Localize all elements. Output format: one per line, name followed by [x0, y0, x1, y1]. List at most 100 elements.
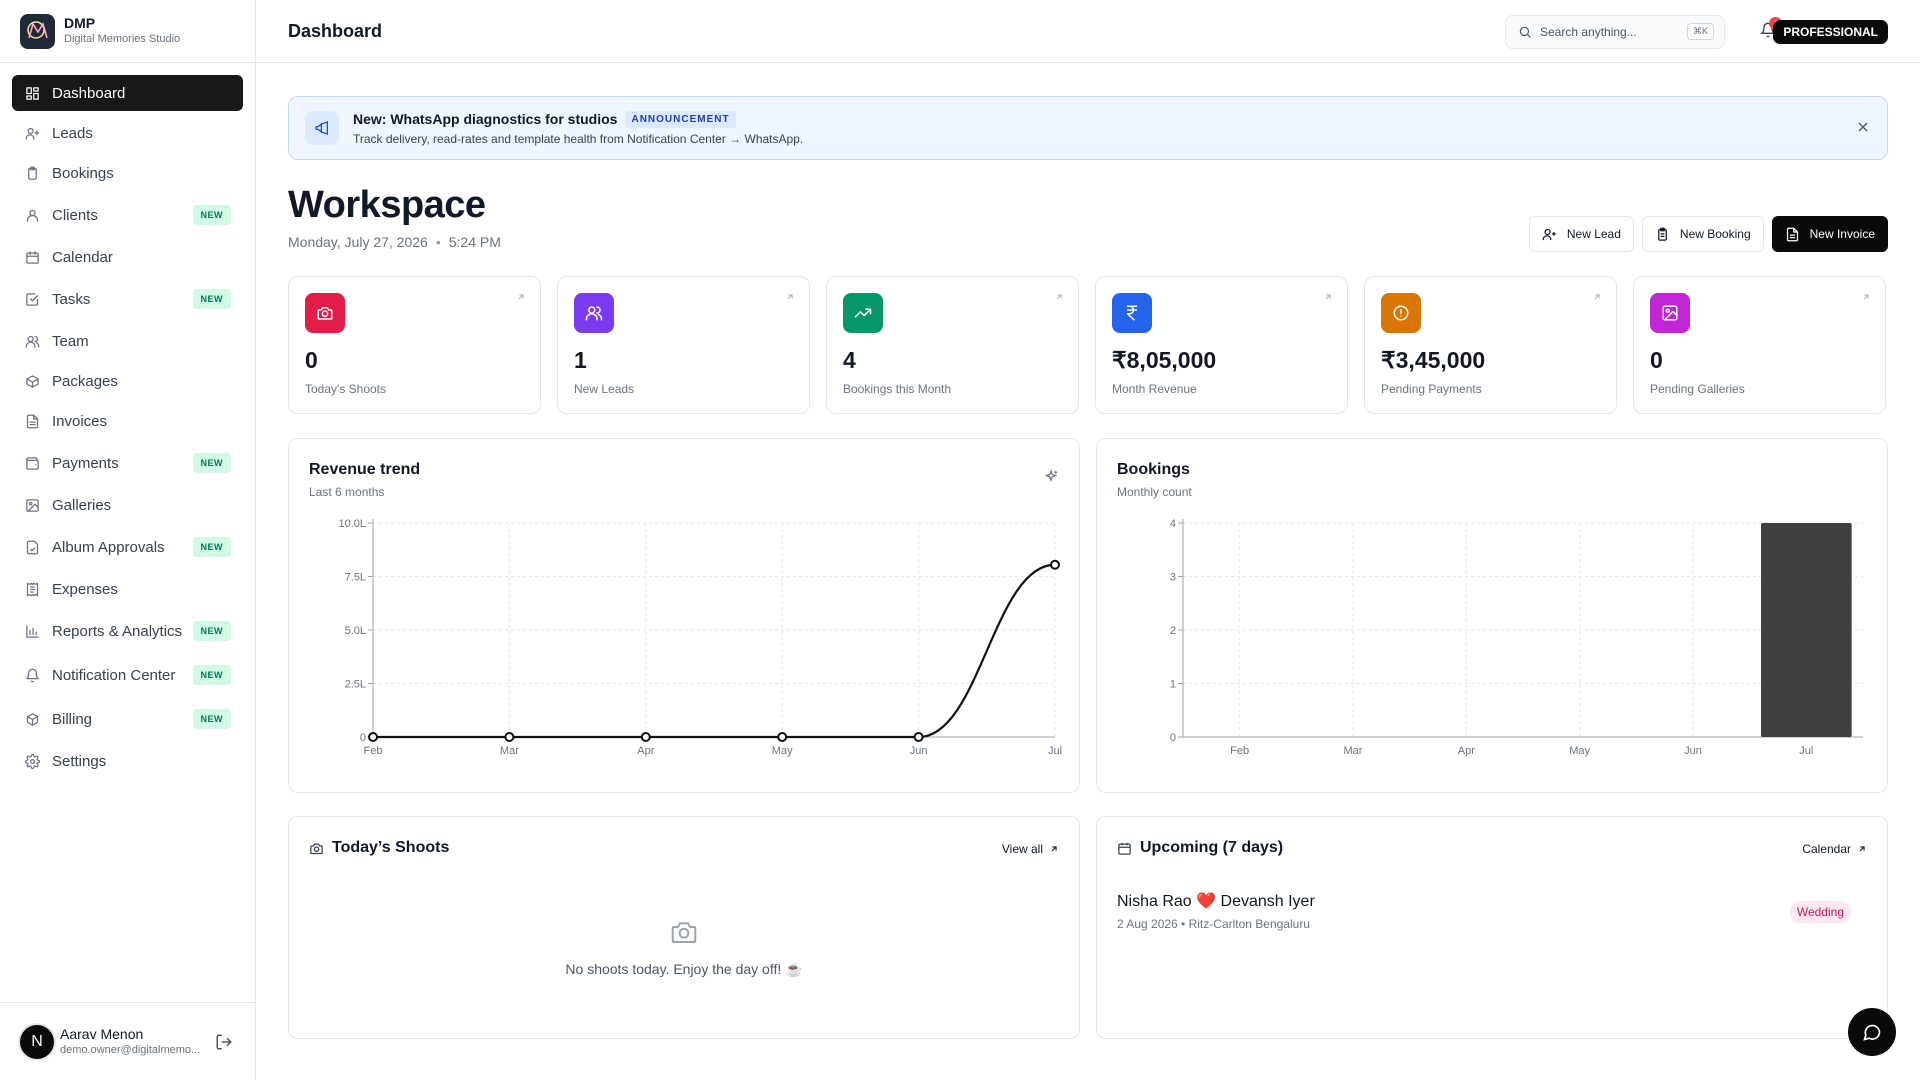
stats-row: 0 Today's Shoots 1 New Leads 4 Bookings this … [288, 276, 1886, 414]
sidebar-item-invoices[interactable]: Invoices [12, 403, 243, 439]
sidebar-item-expenses[interactable]: Expenses [12, 571, 243, 607]
shoots-title: Today’s Shoots [332, 839, 450, 856]
sidebar-item-bookings[interactable]: Bookings [12, 155, 243, 191]
sidebar-item-label: Tasks [52, 290, 91, 308]
stat-value: ₹8,05,000 [1112, 347, 1217, 373]
sidebar-item-label: Reports & Analytics [52, 622, 183, 640]
arrow-up-right-icon [516, 289, 526, 307]
stat-value: 0 [305, 347, 318, 373]
y-tick-label: 2 [1170, 625, 1176, 637]
arrow-up-right-icon [1049, 844, 1059, 854]
stat-card[interactable]: ₹8,05,000 Month Revenue [1095, 276, 1348, 414]
arrow-up-right-icon [1592, 289, 1602, 307]
sidebar-item-packages[interactable]: Packages [12, 363, 243, 399]
sidebar-item-label: Bookings [52, 164, 114, 182]
sidebar-item-notification-center[interactable]: Notification Center NEW [12, 657, 243, 693]
brand-name: DMP [64, 15, 96, 31]
new-badge: NEW [192, 709, 231, 729]
user-plus-icon [1542, 227, 1557, 242]
file-icon [1785, 227, 1800, 242]
clipboard-icon [1655, 227, 1670, 242]
x-tick-label: Mar [500, 745, 519, 757]
list-item[interactable]: Nisha Rao ❤️ Devansh Iyer 2 Aug 2026 • R… [1117, 891, 1867, 931]
view-all-label: View all [1001, 842, 1043, 856]
announcement-banner: New: WhatsApp diagnostics for studios AN… [288, 96, 1888, 160]
stat-value: ₹3,45,000 [1381, 347, 1486, 373]
data-point [640, 732, 651, 742]
sidebar-item-reports-analytics[interactable]: Reports & Analytics NEW [12, 613, 243, 649]
sidebar-item-calendar[interactable]: Calendar [12, 239, 243, 275]
calendar-icon [24, 249, 40, 265]
wallet-icon [24, 455, 40, 471]
sidebar-item-label: Expenses [52, 580, 118, 598]
arrow-up-right-icon [1323, 289, 1333, 307]
new-invoice-button[interactable]: New Invoice [1771, 216, 1888, 252]
new-badge: NEW [192, 205, 231, 225]
sidebar-item-dashboard[interactable]: Dashboard [12, 75, 243, 111]
x-tick-label: Feb [1230, 745, 1249, 757]
sidebar-item-album-approvals[interactable]: Album Approvals NEW [12, 529, 243, 565]
chat-icon [1863, 1024, 1881, 1041]
calendar-link[interactable]: Calendar [1802, 842, 1867, 856]
logo-icon [20, 13, 55, 49]
sidebar-item-billing[interactable]: Billing NEW [12, 701, 243, 737]
sidebar-item-clients[interactable]: Clients NEW [12, 197, 243, 233]
logout-icon[interactable] [215, 1033, 233, 1056]
stat-card[interactable]: 1 New Leads [557, 276, 810, 414]
y-tick-label: 10.0L [338, 518, 366, 530]
sidebar-item-tasks[interactable]: Tasks NEW [12, 281, 243, 317]
new-badge: NEW [192, 665, 231, 685]
bookings-bar-chart: 0 1 2 3 4 Feb Mar Apr May Jun Jul [1170, 518, 1863, 757]
stat-card[interactable]: 0 Pending Galleries [1633, 276, 1886, 414]
view-all-link[interactable]: View all [1002, 842, 1059, 856]
sidebar-item-label: Leads [52, 124, 93, 142]
camera-icon [309, 841, 324, 856]
sidebar-item-leads[interactable]: Leads [12, 115, 243, 151]
announcement-tag: ANNOUNCEMENT [625, 110, 736, 128]
gear-icon [24, 753, 40, 769]
sidebar-item-label: Invoices [52, 412, 108, 430]
arrow-up-right-icon [1054, 289, 1064, 307]
sidebar-item-label: Packages [52, 372, 118, 390]
current-time: 5:24 PM [448, 234, 501, 250]
sidebar-item-settings[interactable]: Settings [12, 743, 243, 779]
y-tick-label: 1 [1170, 679, 1176, 691]
sparkle-icon[interactable] [1043, 469, 1059, 490]
stat-card[interactable]: ₹3,45,000 Pending Payments [1364, 276, 1617, 414]
close-icon[interactable] [1855, 119, 1871, 140]
search-input[interactable]: Search anything... ⌘K [1505, 15, 1725, 49]
bell-icon [24, 667, 40, 683]
calendar-link-label: Calendar [1802, 842, 1851, 856]
new-lead-button[interactable]: New Lead [1528, 216, 1634, 252]
brand[interactable]: DMP Digital Memories Studio [0, 0, 255, 63]
sidebar-item-payments[interactable]: Payments NEW [12, 445, 243, 481]
data-point [1050, 559, 1060, 570]
sidebar-item-label: Calendar [52, 248, 113, 266]
sidebar-item-label: Billing [52, 710, 93, 728]
new-badge: NEW [192, 537, 231, 557]
event-meta: 2 Aug 2026 • Ritz-Carlton Bengaluru [1117, 917, 1310, 931]
page-title: Dashboard [288, 20, 383, 41]
stat-label: Bookings this Month [843, 382, 952, 396]
stat-card[interactable]: 0 Today's Shoots [288, 276, 541, 414]
sidebar-item-galleries[interactable]: Galleries [12, 487, 243, 523]
sidebar-item-label: Notification Center [52, 666, 176, 684]
new-badge: NEW [192, 289, 231, 309]
x-tick-label: May [772, 745, 793, 757]
avatar[interactable]: N [18, 1022, 56, 1061]
plan-badge[interactable]: PROFESSIONAL [1773, 20, 1888, 44]
sidebar-item-team[interactable]: Team [12, 323, 243, 359]
x-tick-label: Mar [1344, 745, 1363, 757]
x-tick-label: May [1569, 745, 1590, 757]
x-tick-label: Jun [910, 745, 928, 757]
user-profile[interactable]: N Aarav Menon demo.owner@digitalmemo... [0, 1002, 255, 1080]
new-lead-label: New Lead [1566, 227, 1621, 241]
stat-card[interactable]: 4 Bookings this Month [826, 276, 1079, 414]
sidebar-item-label: Payments [52, 454, 119, 472]
new-booking-button[interactable]: New Booking [1641, 216, 1764, 252]
arrow-up-right-icon [1857, 844, 1867, 854]
album-icon [24, 539, 40, 555]
y-tick-label: 0 [360, 732, 366, 744]
chat-button[interactable] [1848, 1008, 1896, 1056]
stat-value: 1 [574, 347, 587, 373]
